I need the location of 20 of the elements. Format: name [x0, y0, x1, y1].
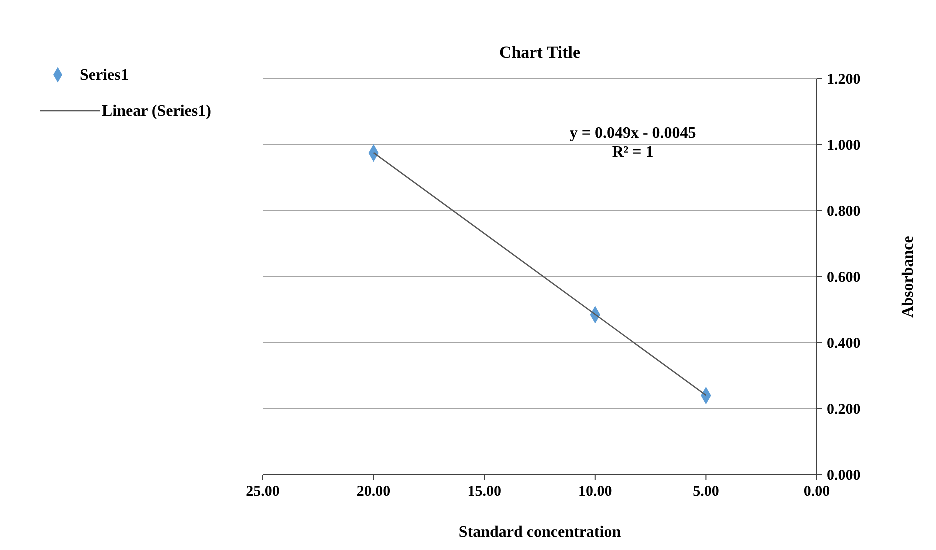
chart-title: Chart Title: [499, 43, 581, 62]
y-tick-label: 1.200: [827, 72, 861, 88]
y-tick-label: 0.400: [827, 336, 861, 352]
y-axis-title: Absorbance: [900, 236, 917, 318]
x-tick-label: 25.00: [246, 484, 280, 500]
x-tick-label: 15.00: [468, 484, 502, 500]
annotation: R² = 1: [612, 144, 654, 161]
x-tick-label: 0.00: [804, 484, 830, 500]
y-tick-label: 0.600: [827, 270, 861, 286]
x-tick-label: 10.00: [578, 484, 612, 500]
x-axis-title: Standard concentration: [458, 524, 622, 541]
legend-label: Linear (Series1): [102, 103, 212, 120]
y-tick-label: 0.200: [827, 402, 861, 418]
legend-label: Series1: [80, 67, 129, 84]
y-tick-label: 1.000: [827, 138, 861, 154]
annotation: y = 0.049x - 0.0045: [570, 125, 696, 142]
x-tick-label: 5.00: [693, 484, 720, 500]
y-tick-label: 0.000: [827, 468, 861, 484]
x-tick-label: 20.00: [356, 484, 391, 500]
y-tick-label: 0.800: [827, 204, 861, 220]
